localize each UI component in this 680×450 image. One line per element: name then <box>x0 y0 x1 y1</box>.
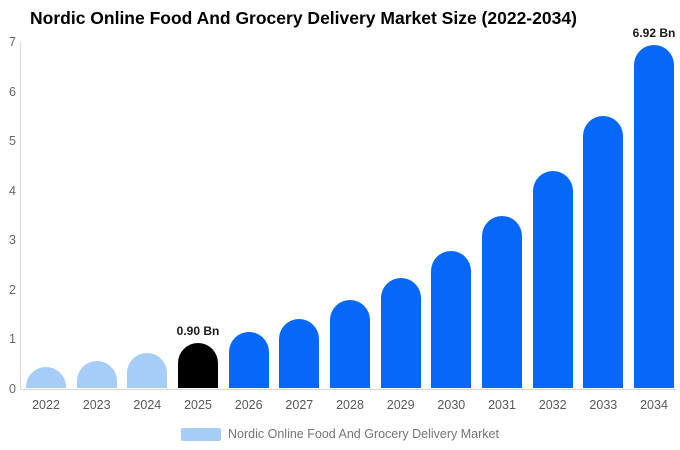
value-label-2034: 6.92 Bn <box>632 25 676 40</box>
x-axis-label-2027: 2027 <box>285 398 314 412</box>
y-axis-tick-label: 1 <box>9 332 16 347</box>
bar-2034 <box>634 44 674 388</box>
x-axis-label-2032: 2032 <box>538 398 567 412</box>
x-axis-label-2034: 2034 <box>640 398 668 412</box>
x-axis-label-2029: 2029 <box>386 398 415 412</box>
x-axis-label-2024: 2024 <box>133 398 162 412</box>
y-axis-tick-label: 2 <box>9 282 16 297</box>
bar-2023 <box>76 360 117 388</box>
bar-2033 <box>583 115 624 388</box>
y-axis-tick-label: 3 <box>9 233 16 248</box>
x-axis-label-2033: 2033 <box>589 398 618 412</box>
bar-2024 <box>127 353 168 388</box>
y-axis-tick-label: 0 <box>9 382 16 396</box>
x-axis-line <box>20 389 676 390</box>
value-label-2025: 0.90 Bn <box>176 324 220 339</box>
x-axis-label-2023: 2023 <box>82 398 111 412</box>
bar-2030 <box>431 250 472 388</box>
y-axis-line <box>20 42 21 389</box>
bar-2022 <box>26 367 66 388</box>
x-axis-label-2026: 2026 <box>234 398 263 412</box>
legend: Nordic Online Food And Grocery Delivery … <box>0 426 680 442</box>
chart-title: Nordic Online Food And Grocery Delivery … <box>30 8 577 28</box>
x-axis-label-2022: 2022 <box>32 398 60 412</box>
legend-label: Nordic Online Food And Grocery Delivery … <box>228 427 499 441</box>
x-axis-label-2030: 2030 <box>437 398 466 412</box>
bar-2031 <box>482 216 522 388</box>
bar-2025 <box>178 343 218 388</box>
y-axis-tick-label: 7 <box>9 35 16 49</box>
bar-2029 <box>380 278 421 388</box>
x-axis-label-2025: 2025 <box>184 398 212 412</box>
plot-area: 0 1 2 3 4 5 6 7 2022 2023 2024 2025 2026 2027 2028 2029… <box>9 26 676 412</box>
bar-2027 <box>279 318 320 388</box>
x-axis-label-2028: 2028 <box>336 398 364 412</box>
bar-2028 <box>330 300 370 388</box>
x-axis-label-2031: 2031 <box>488 398 516 412</box>
y-axis-tick-label: 6 <box>9 84 16 99</box>
bar-2032 <box>532 171 573 388</box>
y-axis-tick-label: 5 <box>9 134 16 149</box>
bar-2026 <box>228 332 269 388</box>
legend-swatch <box>181 427 222 441</box>
y-axis-tick-label: 4 <box>9 183 16 198</box>
